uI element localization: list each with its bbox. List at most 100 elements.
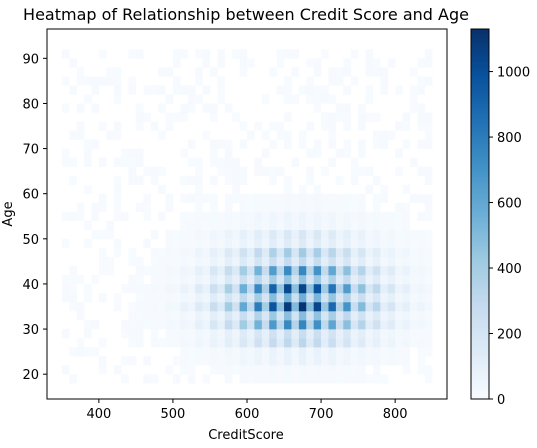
heatmap-cell [328, 320, 337, 330]
heatmap-cell [424, 202, 433, 213]
heatmap-cell [313, 256, 322, 267]
heatmap-cell [187, 311, 196, 321]
heatmap-cell [217, 256, 226, 267]
heatmap-cell [172, 338, 181, 348]
heatmap-cell [113, 94, 122, 104]
heatmap-cell [417, 338, 426, 348]
heatmap-cell [417, 58, 426, 68]
heatmap-cell [395, 211, 403, 222]
heatmap-cell [298, 229, 307, 240]
heatmap-cell [269, 166, 277, 176]
heatmap-cell [217, 283, 226, 294]
heatmap-cell [224, 247, 233, 258]
heatmap-cell [380, 247, 389, 258]
heatmap-cell [350, 365, 359, 375]
heatmap-cell [84, 157, 92, 167]
heatmap-cell [232, 256, 240, 267]
heatmap-cell [98, 202, 107, 213]
heatmap-cell [298, 301, 307, 312]
heatmap-cell [276, 301, 285, 312]
heatmap-cell [254, 356, 263, 366]
heatmap-cell [69, 58, 77, 68]
heatmap-cell [328, 256, 337, 267]
heatmap-cell [98, 356, 107, 366]
heatmap-cell [187, 256, 196, 267]
heatmap-cell [239, 193, 248, 204]
heatmap-cell [335, 292, 344, 303]
heatmap-cell [409, 320, 418, 330]
heatmap-cell [358, 374, 366, 384]
heatmap-cell [358, 274, 366, 285]
heatmap-cell [61, 76, 70, 86]
heatmap-cell [424, 311, 433, 321]
heatmap-cell [217, 229, 226, 240]
heatmap-cell [298, 265, 307, 276]
heatmap-cell [269, 67, 277, 77]
heatmap-cell [172, 329, 181, 339]
heatmap-cell [143, 85, 152, 95]
heatmap-cell [165, 238, 174, 249]
heatmap-cell [195, 338, 203, 348]
heatmap-cell [298, 365, 307, 375]
heatmap-cell [217, 139, 226, 149]
heatmap-cell [350, 265, 359, 276]
heatmap-cell [172, 229, 181, 240]
heatmap-cell [313, 265, 322, 276]
heatmap-cell [358, 301, 366, 312]
heatmap-cell [417, 311, 426, 321]
heatmap-cell [350, 49, 359, 59]
colorbar-tick-label: 600 [497, 197, 522, 212]
heatmap-cell [91, 139, 100, 149]
heatmap-cell [254, 265, 263, 276]
heatmap-cell [313, 148, 322, 158]
heatmap-cell [350, 311, 359, 321]
heatmap-cell [409, 229, 418, 240]
heatmap-cell [424, 166, 433, 176]
heatmap-cell [395, 301, 403, 312]
heatmap-cell [372, 274, 381, 285]
heatmap-cell [61, 148, 70, 158]
heatmap-cell [284, 311, 292, 321]
heatmap-cell [165, 301, 174, 312]
heatmap-cell [150, 329, 159, 339]
heatmap-cell [247, 238, 255, 249]
x-axis: 400 500 600 700 800 [86, 399, 408, 422]
heatmap-cell [358, 338, 366, 348]
heatmap-cell [298, 283, 307, 294]
heatmap-cell [365, 356, 374, 366]
heatmap-cell [343, 365, 352, 375]
heatmap-cell [202, 292, 211, 303]
heatmap-cell [284, 139, 292, 149]
heatmap-cell [158, 85, 166, 95]
heatmap-cell [91, 211, 100, 222]
heatmap-cell [143, 320, 152, 330]
heatmap-cell [284, 329, 292, 339]
heatmap-cell [372, 193, 381, 204]
heatmap-cell [313, 338, 322, 348]
heatmap-cell [343, 193, 352, 204]
heatmap-cell [180, 103, 189, 113]
heatmap-cell [224, 238, 233, 249]
heatmap-cell [358, 247, 366, 258]
heatmap-cell [343, 320, 352, 330]
heatmap-cell [365, 94, 374, 104]
heatmap-cell [335, 220, 344, 231]
heatmap-cell [306, 338, 314, 348]
heatmap-cell [195, 292, 203, 303]
heatmap-cell [254, 365, 263, 375]
heatmap-cell [402, 301, 411, 312]
heatmap-cell [195, 329, 203, 339]
heatmap-cell [121, 283, 129, 294]
heatmap-cell [276, 49, 285, 59]
heatmap-cell [291, 301, 300, 312]
heatmap-cell [261, 347, 270, 357]
heatmap-cell [321, 112, 329, 122]
heatmap-cell [387, 256, 396, 267]
heatmap-cell [276, 320, 285, 330]
heatmap-cell [402, 329, 411, 339]
heatmap-cell [202, 211, 211, 222]
heatmap-cell [380, 320, 389, 330]
heatmap-cell [284, 211, 292, 222]
heatmap-cell [158, 256, 166, 267]
